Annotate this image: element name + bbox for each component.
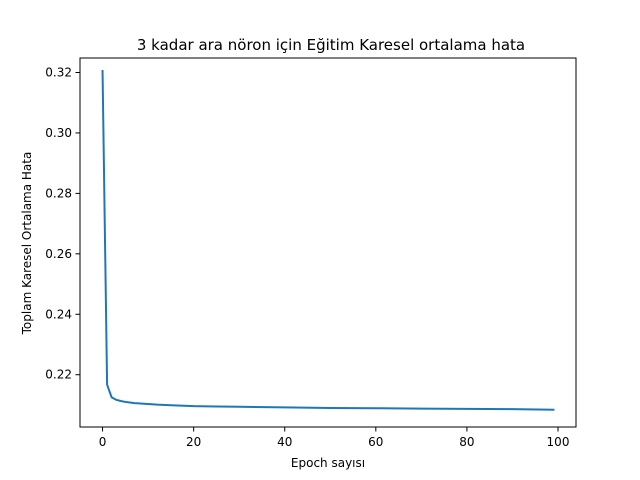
y-tick-label: 0.28 <box>45 186 72 200</box>
x-tick-label: 60 <box>368 435 383 449</box>
y-tick-label: 0.22 <box>45 368 72 382</box>
plot-area: 0 20 40 60 80 100 0.22 0.24 0.26 0.28 0.30 0.32 <box>45 57 577 449</box>
x-tick-label: 100 <box>547 435 570 449</box>
x-tick-label: 80 <box>459 435 474 449</box>
x-axis-label: Epoch sayısı <box>291 456 365 470</box>
x-tick-label: 40 <box>277 435 292 449</box>
y-tick-label: 0.26 <box>45 247 72 261</box>
y-tick-label: 0.24 <box>45 307 72 321</box>
chart-title: 3 kadar ara nöron için Eğitim Karesel or… <box>137 36 525 54</box>
x-tick-label: 0 <box>99 435 107 449</box>
series-line-0 <box>101 69 555 411</box>
y-tick-label: 0.30 <box>45 126 72 140</box>
axes-frame <box>79 57 577 428</box>
y-axis-label: Toplam Karesel Ortalama Hata <box>20 152 34 336</box>
y-tick-label: 0.32 <box>45 66 72 80</box>
x-tick-label: 20 <box>186 435 201 449</box>
